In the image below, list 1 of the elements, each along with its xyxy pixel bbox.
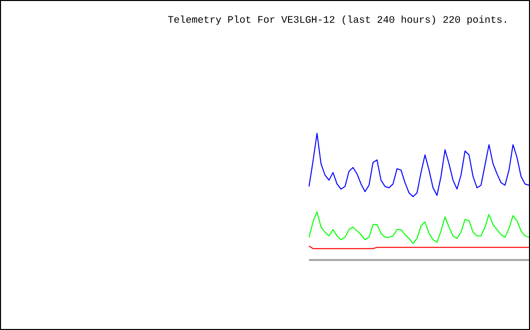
chart-title: Telemetry Plot For VE3LGH-12 (last 240 hours) 220 points. — [168, 16, 506, 25]
